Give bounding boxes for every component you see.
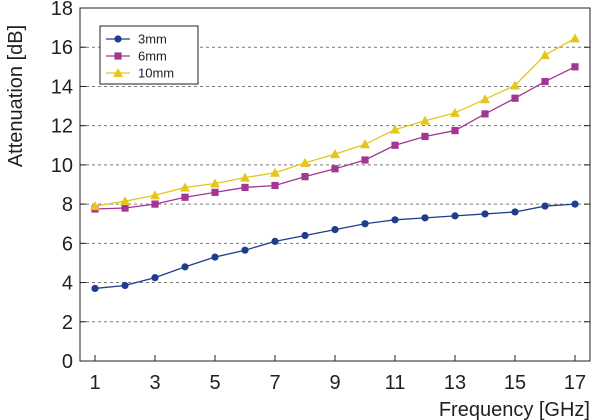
data-point-6mm: [451, 126, 459, 135]
x-tick-label: 3: [149, 372, 160, 394]
data-point-6mm: [211, 188, 219, 196]
legend-label: 6mm: [138, 49, 167, 64]
y-axis-ticks: 0 2 4 6 8 10 12 14 16 18: [51, 0, 590, 373]
data-point-6mm: [481, 110, 489, 118]
y-tick-label: 14: [51, 76, 73, 98]
data-point-3mm: [271, 237, 279, 245]
data-point-10mm: [510, 80, 520, 90]
data-point-10mm: [150, 190, 160, 200]
y-tick-label: 0: [62, 351, 73, 373]
y-tick-label: 8: [62, 194, 73, 216]
y-tick-label: 4: [62, 273, 73, 295]
data-point-10mm: [480, 94, 490, 104]
data-point-10mm: [300, 157, 310, 167]
data-point-10mm: [330, 149, 340, 159]
data-point-3mm: [181, 263, 189, 271]
data-point-3mm: [301, 231, 309, 240]
data-point-10mm: [90, 201, 100, 211]
data-point-10mm: [390, 124, 400, 134]
data-point-3mm: [241, 246, 249, 254]
x-axis-title: Frequency [GHz]: [439, 399, 590, 420]
data-point-6mm: [571, 63, 579, 71]
data-point-3mm: [391, 216, 399, 224]
data-point-6mm: [301, 173, 309, 181]
data-point-10mm: [180, 182, 190, 192]
y-axis-title: Attenuation [dB]: [5, 25, 27, 167]
y-tick-label: 10: [51, 155, 73, 177]
data-point-3mm: [421, 214, 429, 222]
data-point-10mm: [570, 33, 580, 43]
data-point-6mm: [331, 165, 339, 173]
data-point-6mm: [391, 141, 399, 149]
x-tick-label: 1: [89, 372, 100, 394]
data-point-3mm: [571, 200, 579, 208]
x-tick-label: 15: [504, 372, 526, 394]
legend-marker-6mm: [114, 52, 122, 60]
data-point-10mm: [210, 178, 220, 188]
data-point-3mm: [121, 281, 129, 290]
data-point-6mm: [511, 94, 519, 102]
data-point-6mm: [241, 183, 249, 192]
data-point-6mm: [421, 132, 429, 141]
data-point-10mm: [360, 139, 370, 149]
data-point-6mm: [271, 181, 279, 190]
data-point-10mm: [120, 196, 130, 206]
y-tick-label: 6: [62, 233, 73, 255]
data-point-10mm: [240, 172, 250, 182]
data-point-10mm: [540, 50, 550, 60]
data-point-3mm: [151, 274, 159, 282]
y-tick-label: 2: [62, 312, 73, 334]
data-point-10mm: [270, 167, 280, 177]
x-tick-label: 7: [269, 372, 280, 394]
data-point-6mm: [361, 156, 369, 164]
data-point-6mm: [151, 200, 159, 208]
legend-label: 10mm: [138, 66, 174, 81]
series-3mm: [91, 200, 579, 293]
data-point-10mm: [450, 107, 460, 117]
legend-label: 3mm: [138, 32, 167, 47]
data-point-3mm: [331, 226, 339, 234]
x-tick-label: 5: [209, 372, 220, 394]
data-point-3mm: [451, 212, 459, 220]
x-axis-ticks: 1 3 5 7 9 11 13 15 17: [89, 355, 586, 394]
legend-marker-3mm: [114, 35, 122, 43]
data-point-6mm: [541, 77, 549, 86]
data-point-6mm: [181, 193, 189, 201]
series-10mm: [90, 33, 580, 211]
legend-marker-10mm: [113, 68, 123, 77]
y-tick-label: 18: [51, 0, 73, 20]
x-tick-label: 13: [444, 372, 466, 394]
series-layer: [90, 33, 580, 293]
data-point-6mm: [121, 204, 129, 212]
x-tick-label: 11: [385, 372, 406, 394]
data-point-10mm: [420, 115, 430, 125]
data-point-3mm: [211, 253, 219, 261]
x-tick-label: 9: [329, 372, 340, 394]
data-point-3mm: [481, 210, 489, 218]
data-point-3mm: [91, 284, 99, 293]
y-tick-label: 16: [51, 37, 73, 59]
y-tick-label: 12: [51, 116, 73, 138]
legend: 3mm 6mm 10mm: [99, 25, 199, 85]
data-point-3mm: [361, 220, 369, 228]
data-point-3mm: [541, 202, 549, 210]
data-point-3mm: [511, 208, 519, 216]
x-tick-label: 17: [564, 372, 586, 394]
